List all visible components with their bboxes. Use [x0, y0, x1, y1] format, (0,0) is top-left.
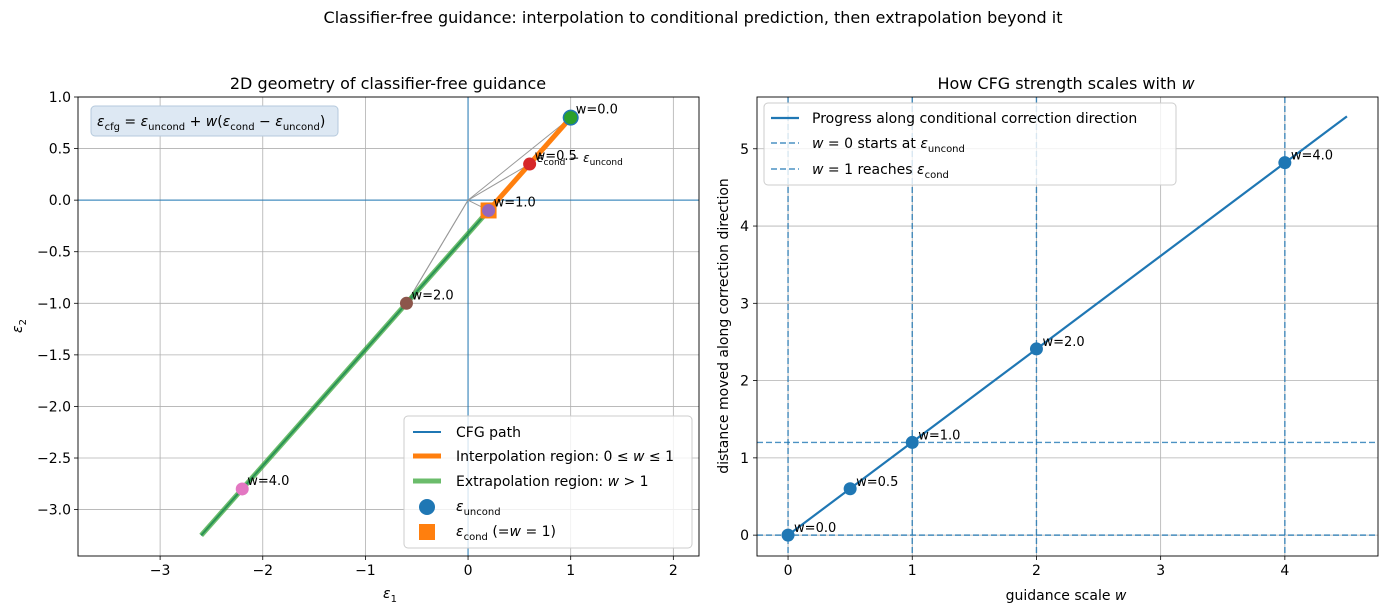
left-chart-title: 2D geometry of classifier-free guidance	[230, 74, 546, 93]
legend-label-interpolation: Interpolation region: 0 ≤ w ≤ 1	[456, 449, 674, 465]
legend-label-uncond: εuncond	[456, 499, 501, 518]
right-point-labels: w=0.0 w=0.5 w=1.0 w=2.0 w=4.0	[794, 149, 1333, 536]
right-ytick-label: 0	[740, 528, 749, 544]
left-ytick-label: 0.0	[49, 193, 71, 209]
right-ytick-label: 2	[740, 374, 749, 390]
right-series	[787, 115, 1348, 537]
legend-swatch-uncond	[419, 499, 435, 515]
left-xtick-label: −2	[252, 563, 273, 579]
right-axes-frame	[756, 96, 1379, 557]
progress-point	[1029, 342, 1043, 356]
legend-label-w0: w = 0 starts at εuncond	[812, 136, 965, 155]
left-xlabel: ε1	[383, 586, 397, 605]
origin-connector	[467, 163, 530, 201]
left-xtick-label: −1	[355, 563, 376, 579]
left-w-points	[235, 109, 579, 496]
progress-point-label: w=0.5	[856, 475, 898, 490]
w-point-label: w=2.0	[411, 288, 453, 303]
formula-box: εcfg = εuncond + w(εcond − εuncond)	[90, 105, 339, 137]
right-ticks: 0 1 2 3 4 0 1 2 3 4 5	[740, 142, 1289, 579]
progress-point-label: w=2.0	[1042, 335, 1084, 350]
legend-swatch-cond	[419, 524, 435, 540]
right-xlabel: guidance scale w	[1006, 588, 1127, 604]
progress-point	[1278, 156, 1292, 170]
left-xtick-label: 1	[566, 563, 575, 579]
left-ylabel: ε2	[10, 319, 29, 333]
progress-line	[787, 115, 1348, 537]
progress-point	[905, 435, 919, 449]
progress-point-label: w=1.0	[918, 428, 960, 443]
w-point	[399, 296, 413, 310]
left-xtick-label: 2	[669, 563, 678, 579]
left-ytick-label: −2.0	[37, 399, 71, 415]
w-point-label: w=0.0	[576, 103, 618, 118]
left-chart: 2D geometry of classifier-free guidance …	[10, 74, 700, 605]
right-legend: Progress along conditional correction di…	[763, 102, 1177, 186]
left-xtick-label: −3	[150, 563, 171, 579]
left-xtick-label: 0	[464, 563, 473, 579]
w-point-label: w=1.0	[494, 195, 536, 210]
progress-point-label: w=4.0	[1291, 149, 1333, 164]
right-xtick-label: 0	[784, 563, 793, 579]
left-legend: CFG path Interpolation region: 0 ≤ w ≤ 1…	[403, 415, 693, 549]
left-ytick-label: −1.5	[37, 348, 71, 364]
direction-label: εcond − εuncond	[537, 151, 623, 168]
right-chart: How CFG strength scales with w w=0.0w=0.…	[716, 74, 1379, 604]
right-ytick-label: 5	[740, 142, 749, 158]
legend-label-cfg-path: CFG path	[456, 425, 521, 441]
legend-label-extrapolation: Extrapolation region: w > 1	[456, 474, 649, 490]
w-point	[235, 482, 249, 496]
right-chart-title: How CFG strength scales with w	[937, 74, 1195, 93]
right-xtick-label: 3	[1156, 563, 1165, 579]
right-ytick-label: 1	[740, 451, 749, 467]
legend-label-w1: w = 1 reaches εcond	[812, 162, 949, 181]
w-point-label: w=4.0	[247, 474, 289, 489]
progress-point-label: w=0.0	[794, 521, 836, 536]
progress-point	[843, 482, 857, 496]
w-point	[482, 203, 496, 217]
right-points	[781, 156, 1292, 542]
left-ytick-label: 0.5	[49, 142, 71, 158]
left-w-labels: w=0.0 w=0.5 w=1.0 w=2.0 w=4.0	[247, 103, 618, 489]
right-ytick-label: 3	[740, 296, 749, 312]
right-ytick-label: 4	[740, 219, 749, 235]
right-xtick-label: 1	[908, 563, 917, 579]
left-axes-frame	[77, 96, 700, 557]
formula-text: εcfg = εuncond + w(εcond − εuncond)	[97, 114, 325, 133]
left-ytick-label: −0.5	[37, 245, 71, 261]
right-ylabel: distance moved along correction directio…	[716, 178, 732, 474]
left-ytick-label: −2.5	[37, 451, 71, 467]
legend-label-progress: Progress along conditional correction di…	[812, 111, 1137, 127]
left-ytick-label: 1.0	[49, 90, 71, 106]
left-ticks: −3 −2 −1 0 1 2 −3.0 −2.5 −2.0 −1.5 −1.0 −0.5 0.0 0.5 1…	[37, 90, 678, 579]
left-ytick-label: −3.0	[37, 503, 71, 519]
w-point	[564, 111, 578, 125]
figure-suptitle: Classifier-free guidance: interpolation …	[324, 8, 1063, 27]
extrapolation-line	[199, 208, 491, 538]
right-xtick-label: 4	[1280, 563, 1289, 579]
left-ytick-label: −1.0	[37, 296, 71, 312]
w-point	[523, 157, 537, 171]
progress-point	[781, 528, 795, 542]
w-point-label: w=0.5	[535, 149, 577, 164]
origin-connector	[406, 199, 469, 304]
legend-label-cond: εcond (=w = 1)	[456, 524, 556, 543]
origin-connector	[467, 117, 572, 201]
right-xtick-label: 2	[1032, 563, 1041, 579]
